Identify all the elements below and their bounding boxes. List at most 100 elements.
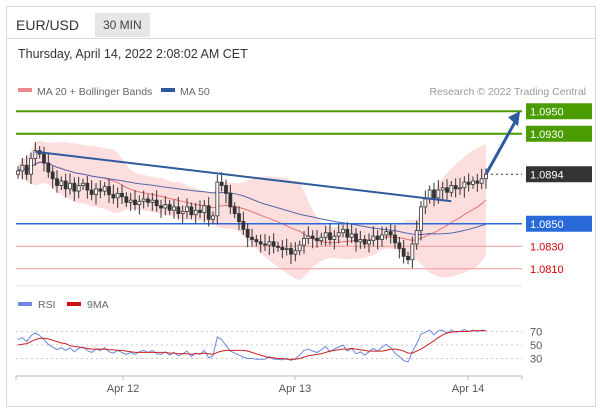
candle-body xyxy=(397,242,402,249)
candle-body xyxy=(94,188,98,195)
ma20-legend-swatch xyxy=(18,88,32,92)
candle-body xyxy=(453,185,458,190)
x-tick-label: Apr 14 xyxy=(452,383,484,395)
candle-body xyxy=(362,239,367,245)
candle-body xyxy=(349,233,354,238)
symbol-label: EUR/USD xyxy=(16,17,80,33)
candle-body xyxy=(341,228,345,234)
candle-body xyxy=(193,209,198,216)
x-tick-label: Apr 13 xyxy=(279,383,311,395)
candle-body xyxy=(120,192,124,198)
credit-label: Research © 2022 Trading Central xyxy=(429,86,586,98)
candle-body xyxy=(419,206,423,231)
projection-arrow-shaft xyxy=(484,119,518,175)
candle-body xyxy=(81,182,85,186)
candle-body xyxy=(107,186,111,195)
candle-body xyxy=(297,244,302,252)
candle-body xyxy=(371,235,376,242)
candle-body xyxy=(176,206,181,215)
level-label-1.0810: 1.0810 xyxy=(530,264,564,276)
candle-body xyxy=(276,245,280,248)
candle-body xyxy=(306,235,311,239)
candle-body xyxy=(302,237,306,246)
candle-body xyxy=(124,196,129,203)
candle-body xyxy=(406,255,410,261)
candle-body xyxy=(219,181,224,186)
candle-body xyxy=(271,241,276,247)
candle-body xyxy=(319,236,324,242)
level-label-1.0930: 1.0930 xyxy=(530,129,564,141)
rsi-level-label-50: 50 xyxy=(530,340,542,352)
candle-body xyxy=(76,185,81,192)
candle-body xyxy=(202,205,207,213)
candle-body xyxy=(198,209,202,213)
candle-body xyxy=(401,248,406,257)
candle-body xyxy=(367,240,371,245)
downtrend-line xyxy=(35,150,452,203)
candle-body xyxy=(128,199,133,203)
candle-body xyxy=(432,189,436,199)
level-tag-1.0950 xyxy=(526,103,592,120)
candle-body xyxy=(185,206,189,212)
candle-body xyxy=(133,199,137,206)
candle-body xyxy=(358,239,363,243)
candle-body xyxy=(484,173,488,180)
rsi-level-label-70: 70 xyxy=(530,327,542,339)
level-label-1.0894: 1.0894 xyxy=(530,169,564,181)
candle-body xyxy=(384,231,389,236)
candle-body xyxy=(228,192,233,208)
candle-body xyxy=(29,158,33,175)
candle-body xyxy=(250,236,254,240)
candle-body xyxy=(46,162,51,173)
candle-body xyxy=(280,246,285,251)
candle-body xyxy=(16,170,20,175)
candle-body xyxy=(85,182,90,191)
candle-body xyxy=(315,237,319,242)
price-plot: 1.0950 1.0930 1.0894 1.0850 1.0830 1.0810 xyxy=(16,103,592,280)
ma50-line xyxy=(17,161,487,236)
level-label-1.0950: 1.0950 xyxy=(530,106,564,118)
candle-body xyxy=(471,180,475,185)
candle-body xyxy=(267,241,272,246)
candle-body xyxy=(479,178,484,184)
chart-header: EUR/USD 30 MIN xyxy=(6,6,596,39)
candle-body xyxy=(141,198,146,202)
ma50-legend-label: MA 50 xyxy=(180,86,210,98)
candle-body xyxy=(50,171,55,180)
x-tick-label: Apr 12 xyxy=(107,383,139,395)
x-axis: Apr 12 Apr 13 Apr 14 xyxy=(15,376,523,395)
candle-body xyxy=(414,230,419,245)
candle-body xyxy=(154,199,159,207)
candle-body xyxy=(289,248,293,255)
candle-body xyxy=(102,186,107,192)
candle-body xyxy=(254,239,259,243)
candle-body xyxy=(310,235,315,239)
candle-body xyxy=(68,182,72,190)
level-tag-1.0894 xyxy=(526,166,592,183)
candle-body xyxy=(24,164,29,175)
candle-body xyxy=(237,213,241,222)
candle-body xyxy=(458,187,462,190)
candle-body xyxy=(224,185,228,194)
candle-body xyxy=(466,181,471,185)
candle-body xyxy=(380,234,384,240)
candle-body xyxy=(59,180,64,186)
candle-body xyxy=(328,232,332,240)
candle-body xyxy=(189,206,194,216)
candle-body xyxy=(323,232,328,238)
candle-body xyxy=(63,180,68,190)
candle-body xyxy=(436,189,441,199)
candle-body xyxy=(245,228,250,238)
candle-body xyxy=(284,248,289,251)
rsi-ma-legend-swatch xyxy=(67,302,81,306)
candle-body xyxy=(33,150,38,159)
candle-body xyxy=(388,231,393,236)
candle-body xyxy=(336,232,341,237)
candle-body xyxy=(172,206,176,211)
timeframe-badge[interactable]: 30 MIN xyxy=(95,13,150,37)
candle-body xyxy=(72,182,77,192)
candle-body xyxy=(98,188,103,192)
